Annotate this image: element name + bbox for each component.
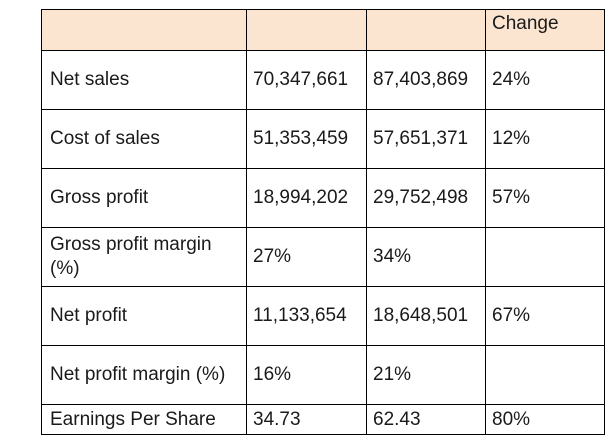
table-header-row: Change bbox=[41, 9, 605, 51]
table-row: Net profit 11,133,654 18,648,501 67% bbox=[41, 286, 605, 346]
row-value-period-1: 11,133,654 bbox=[246, 286, 367, 346]
row-value-period-1: 27% bbox=[246, 227, 367, 287]
row-value-period-2: 87,403,869 bbox=[366, 50, 486, 110]
row-value-period-1: 16% bbox=[246, 345, 367, 405]
header-cell-period-1 bbox=[246, 9, 367, 51]
header-cell-period-2 bbox=[366, 9, 486, 51]
row-change: 24% bbox=[485, 50, 605, 110]
row-value-period-2: 62.43 bbox=[366, 404, 486, 435]
financial-summary-table: Change Net sales 70,347,661 87,403,869 2… bbox=[41, 9, 605, 435]
row-change: 57% bbox=[485, 168, 605, 228]
row-change: 67% bbox=[485, 286, 605, 346]
row-value-period-1: 70,347,661 bbox=[246, 50, 367, 110]
row-label: Net profit bbox=[41, 286, 247, 346]
row-value-period-2: 34% bbox=[366, 227, 486, 287]
header-cell-change: Change bbox=[485, 9, 605, 51]
table-row: Gross profit margin (%) 27% 34% bbox=[41, 227, 605, 287]
row-label: Net sales bbox=[41, 50, 247, 110]
row-value-period-2: 18,648,501 bbox=[366, 286, 486, 346]
table-row: Net sales 70,347,661 87,403,869 24% bbox=[41, 50, 605, 110]
row-label: Gross profit bbox=[41, 168, 247, 228]
row-value-period-2: 21% bbox=[366, 345, 486, 405]
table-row: Net profit margin (%) 16% 21% bbox=[41, 345, 605, 405]
row-value-period-1: 34.73 bbox=[246, 404, 367, 435]
table-row: Cost of sales 51,353,459 57,651,371 12% bbox=[41, 109, 605, 169]
row-label: Gross profit margin (%) bbox=[41, 227, 247, 287]
table-row: Gross profit 18,994,202 29,752,498 57% bbox=[41, 168, 605, 228]
row-value-period-2: 57,651,371 bbox=[366, 109, 486, 169]
row-label: Earnings Per Share bbox=[41, 404, 247, 435]
header-cell-label bbox=[41, 9, 247, 51]
row-label: Net profit margin (%) bbox=[41, 345, 247, 405]
row-value-period-1: 51,353,459 bbox=[246, 109, 367, 169]
row-change bbox=[485, 345, 605, 405]
table-row: Earnings Per Share 34.73 62.43 80% bbox=[41, 404, 605, 435]
row-value-period-2: 29,752,498 bbox=[366, 168, 486, 228]
row-change: 80% bbox=[485, 404, 605, 435]
row-label: Cost of sales bbox=[41, 109, 247, 169]
row-change bbox=[485, 227, 605, 287]
row-change: 12% bbox=[485, 109, 605, 169]
row-value-period-1: 18,994,202 bbox=[246, 168, 367, 228]
